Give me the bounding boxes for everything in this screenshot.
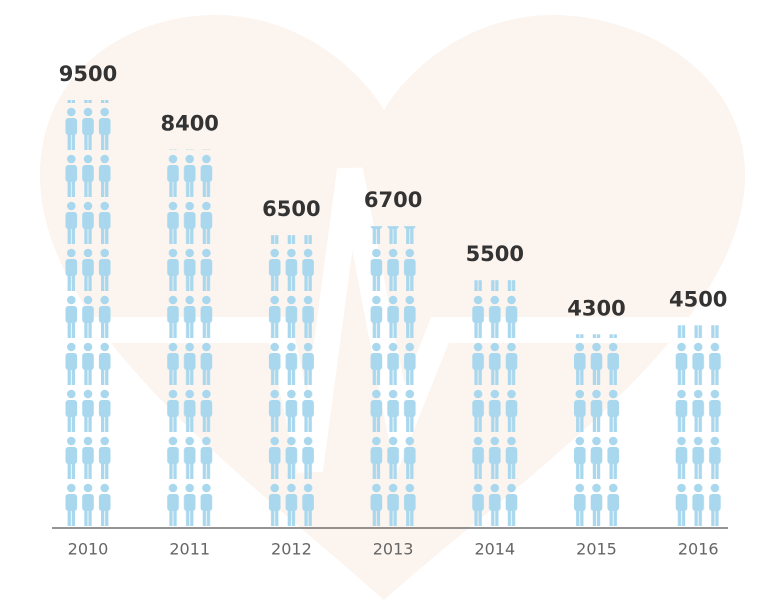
pictogram-bar [63, 100, 113, 528]
value-label: 8400 [160, 112, 218, 136]
x-tick-label: 2010 [68, 540, 109, 559]
pictogram-bar [469, 280, 520, 528]
people-column [164, 149, 215, 528]
x-tick-label: 2014 [474, 540, 515, 559]
value-label: 9500 [59, 62, 117, 86]
people-column [63, 100, 113, 528]
x-tick-label: 2013 [373, 540, 414, 559]
pictogram-bar [368, 226, 419, 528]
people-column [571, 334, 622, 528]
x-tick-label: 2015 [576, 540, 617, 559]
value-label: 4300 [567, 296, 625, 320]
value-label: 4500 [669, 287, 727, 311]
value-label: 6700 [364, 188, 422, 212]
people-column [368, 226, 419, 528]
pictogram-bar [164, 149, 215, 528]
pictogram-bar [673, 325, 724, 528]
pictogram-bar [571, 334, 622, 528]
x-tick-label: 2012 [271, 540, 312, 559]
people-column [673, 325, 724, 528]
value-label: 5500 [466, 242, 524, 266]
x-tick-label: 2011 [169, 540, 210, 559]
x-tick-label: 2016 [678, 540, 719, 559]
people-column [469, 280, 520, 528]
value-label: 6500 [262, 197, 320, 221]
people-column [266, 235, 317, 528]
pictogram-bar [266, 235, 317, 528]
